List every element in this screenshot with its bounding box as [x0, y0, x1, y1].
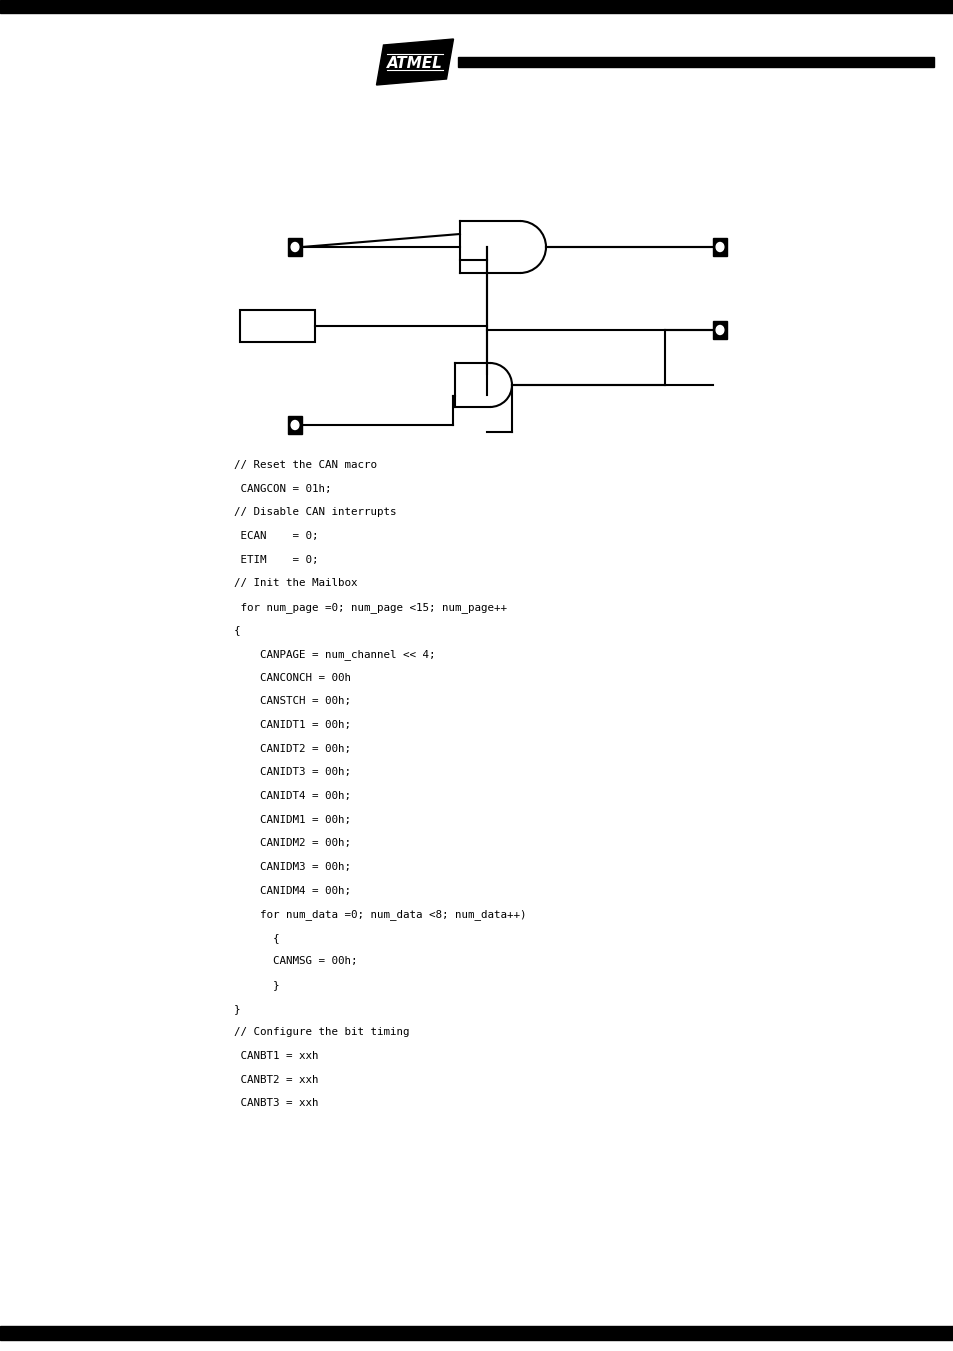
Text: CANIDT1 = 00h;: CANIDT1 = 00h; [233, 720, 351, 730]
Bar [712, 322, 726, 339]
Text: for num_data =0; num_data <8; num_data++): for num_data =0; num_data <8; num_data++… [233, 909, 526, 920]
Text: CANPAGE = num_channel << 4;: CANPAGE = num_channel << 4; [233, 648, 435, 661]
Text: for num_page =0; num_page <15; num_page++: for num_page =0; num_page <15; num_page+… [233, 601, 506, 613]
Text: CANGCON = 01h;: CANGCON = 01h; [233, 484, 331, 493]
Ellipse shape [716, 326, 723, 335]
Bar [288, 238, 302, 255]
Text: // Configure the bit timing: // Configure the bit timing [233, 1027, 409, 1038]
Text: {: { [233, 932, 279, 943]
Text: // Reset the CAN macro: // Reset the CAN macro [233, 459, 376, 470]
Text: CANIDM1 = 00h;: CANIDM1 = 00h; [233, 815, 351, 824]
Polygon shape [376, 39, 453, 85]
Text: CANCONCH = 00h: CANCONCH = 00h [233, 673, 351, 682]
Text: CANMSG = 00h;: CANMSG = 00h; [233, 957, 356, 966]
Ellipse shape [291, 420, 298, 430]
Text: CANBT3 = xxh: CANBT3 = xxh [233, 1098, 318, 1108]
Text: CANIDM2 = 00h;: CANIDM2 = 00h; [233, 838, 351, 848]
Text: CANIDT3 = 00h;: CANIDT3 = 00h; [233, 767, 351, 777]
Bar [0, 1325, 953, 1340]
Bar [240, 309, 314, 342]
Text: }: } [233, 1004, 240, 1013]
Text: ECAN    = 0;: ECAN = 0; [233, 531, 318, 540]
Text: // Init the Mailbox: // Init the Mailbox [233, 578, 356, 588]
Text: ETIM    = 0;: ETIM = 0; [233, 554, 318, 565]
Text: CANSTCH = 00h;: CANSTCH = 00h; [233, 696, 351, 707]
Bar [712, 238, 726, 255]
Text: CANBT1 = xxh: CANBT1 = xxh [233, 1051, 318, 1061]
Bar [0, 0, 953, 14]
Text: CANBT2 = xxh: CANBT2 = xxh [233, 1074, 318, 1085]
Bar [288, 416, 302, 434]
Ellipse shape [716, 242, 723, 251]
Text: ATMEL: ATMEL [387, 57, 442, 72]
Text: }: } [233, 979, 279, 990]
Text: {: { [233, 626, 240, 635]
Bar [458, 57, 933, 68]
Text: CANIDT4 = 00h;: CANIDT4 = 00h; [233, 790, 351, 801]
Ellipse shape [291, 242, 298, 251]
Text: CANIDT2 = 00h;: CANIDT2 = 00h; [233, 743, 351, 754]
Text: CANIDM3 = 00h;: CANIDM3 = 00h; [233, 862, 351, 871]
Text: // Disable CAN interrupts: // Disable CAN interrupts [233, 507, 395, 517]
Text: CANIDM4 = 00h;: CANIDM4 = 00h; [233, 885, 351, 896]
